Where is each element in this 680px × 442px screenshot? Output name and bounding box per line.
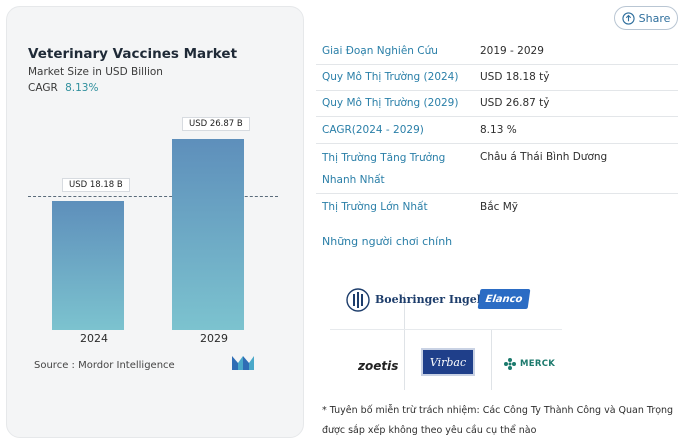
row-value: Bắc Mỹ	[480, 201, 519, 213]
bar-2029	[172, 139, 244, 330]
row-value: 2019 - 2029	[480, 45, 544, 57]
bar-value-label-2024: USD 18.18 B	[62, 178, 130, 192]
disclaimer-text: * Tuyên bố miễn trừ trách nhiệm: Các Côn…	[322, 405, 674, 436]
row-key: Quy Mô Thị Trường (2029)	[322, 97, 459, 109]
row-value: USD 26.87 tỷ	[480, 97, 550, 109]
reference-dashed-line	[28, 196, 278, 197]
card-cagr: CAGR 8.13%	[28, 82, 98, 94]
share-icon	[621, 11, 635, 25]
merck-logo: MERCK	[503, 357, 555, 371]
x-tick-2029: 2029	[200, 332, 228, 345]
boehringer-mark-icon	[346, 288, 370, 312]
merck-mark-icon	[504, 358, 516, 370]
boehringer-ingelheim-logo: Boehringer Ingelheim	[346, 288, 512, 312]
row-value: Châu á Thái Bình Dương	[480, 151, 608, 163]
mordor-logo-icon	[232, 356, 254, 370]
table-row: Giai Đoạn Nghiên Cứu 2019 - 2029	[316, 38, 678, 65]
cagr-label: CAGR	[28, 82, 58, 94]
row-value: 8.13 %	[480, 124, 517, 136]
share-button[interactable]: Share	[614, 6, 678, 30]
row-key: Thị Trường Tăng Trưởng Nhanh Nhất	[322, 152, 446, 186]
boehringer-wordmark: Boehringer Ingelheim	[375, 293, 512, 306]
merck-wordmark: MERCK	[520, 359, 556, 369]
share-label: Share	[638, 11, 671, 25]
row-key: Quy Mô Thị Trường (2024)	[322, 71, 459, 83]
key-players-heading: Những người chơi chính	[322, 235, 453, 248]
cagr-value: 8.13%	[65, 82, 99, 94]
virbac-logo: Virbac	[421, 348, 475, 376]
logo-divider	[404, 292, 405, 390]
table-row: CAGR(2024 - 2029) 8.13 %	[316, 117, 678, 144]
logo-divider	[491, 330, 492, 390]
elanco-logo: Elanco	[477, 289, 531, 309]
card-subtitle: Market Size in USD Billion	[28, 66, 163, 78]
source-text: Source : Mordor Intelligence	[34, 360, 175, 371]
table-row: Quy Mô Thị Trường (2024) USD 18.18 tỷ	[316, 65, 678, 91]
x-tick-2024: 2024	[80, 332, 108, 345]
bar-value-label-2029: USD 26.87 B	[182, 117, 250, 131]
row-key: Thị Trường Lớn Nhất	[322, 201, 428, 213]
table-row: Thị Trường Tăng Trưởng Nhanh Nhất Châu á…	[316, 144, 678, 194]
table-row: Thị Trường Lớn Nhất Bắc Mỹ	[316, 194, 678, 222]
bar-2024	[52, 201, 124, 330]
card-title: Veterinary Vaccines Market	[28, 46, 238, 62]
zoetis-logo: zoetis	[358, 359, 399, 373]
table-row: Quy Mô Thị Trường (2029) USD 26.87 tỷ	[316, 91, 678, 117]
logo-divider	[330, 329, 562, 330]
row-value: USD 18.18 tỷ	[480, 71, 550, 83]
row-key: Giai Đoạn Nghiên Cứu	[322, 45, 438, 57]
row-key: CAGR(2024 - 2029)	[322, 124, 424, 136]
